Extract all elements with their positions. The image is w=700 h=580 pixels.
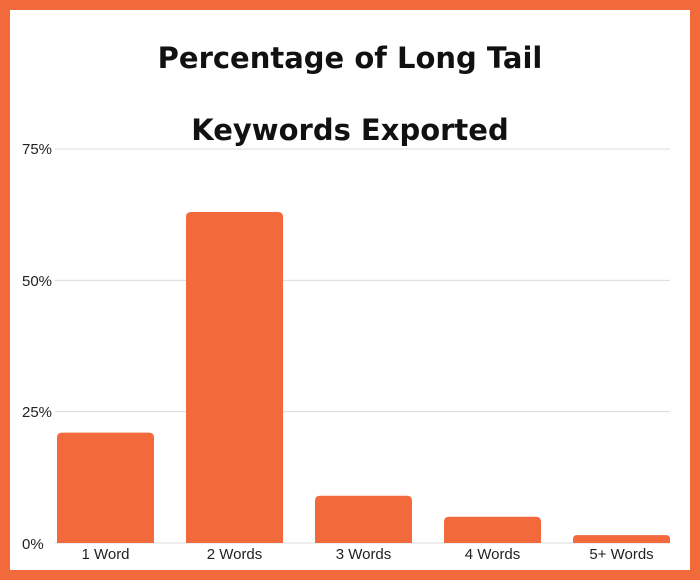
y-tick-25: 25% [22, 404, 52, 421]
bar-5-words [573, 535, 670, 543]
y-axis-ticks: 75% 50% 25% 0% [22, 141, 52, 553]
x-axis-ticks: 1 Word 2 Words 3 Words 4 Words 5+ Words [81, 546, 653, 563]
bar-4-words [444, 516, 541, 543]
x-tick-label: 4 Words [465, 546, 521, 563]
y-tick-75: 75% [22, 141, 52, 158]
x-tick-label: 3 Words [336, 546, 392, 563]
x-tick-label: 1 Word [81, 546, 129, 563]
x-tick-label: 2 Words [207, 546, 263, 563]
bars [57, 212, 670, 544]
y-tick-50: 50% [22, 273, 52, 290]
y-tick-0: 0% [22, 536, 44, 553]
chart-title: Percentage of Long Tail Keywords Exporte… [0, 22, 700, 166]
bar-2-words [186, 212, 283, 544]
x-tick-label: 5+ Words [589, 546, 653, 563]
bar-3-words [315, 495, 412, 543]
chart-title-line-1: Percentage of Long Tail [157, 41, 543, 75]
bar-1-word [57, 432, 154, 543]
chart-title-line-2: Keywords Exported [191, 113, 509, 147]
